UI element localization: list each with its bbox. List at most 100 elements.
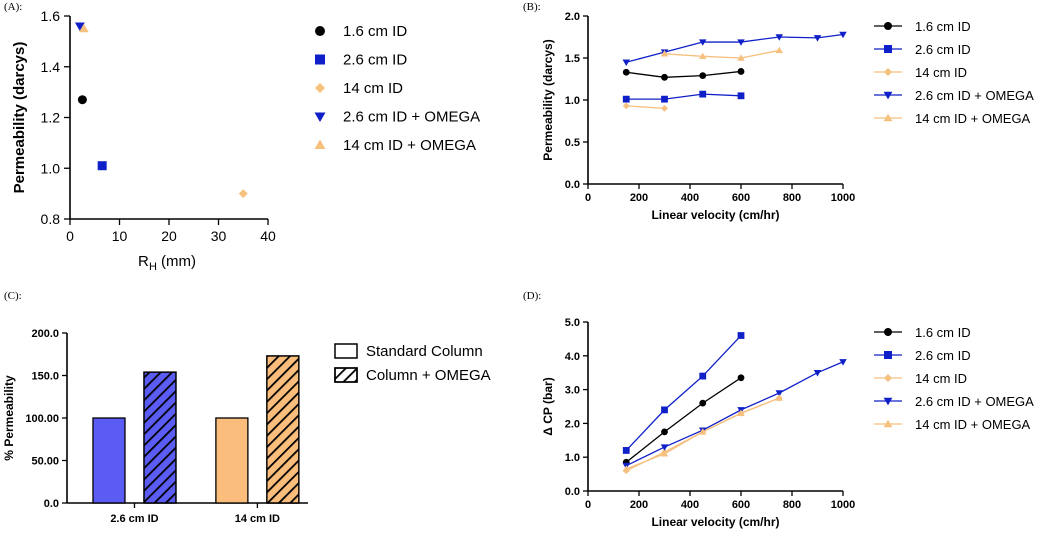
x-tick-label: 0: [585, 499, 591, 511]
x-tick-label: 600: [732, 499, 750, 511]
x-tick-label: 800: [783, 499, 801, 511]
legend-marker: [884, 22, 892, 30]
x-tick-label: 40: [260, 228, 276, 244]
data-point: [77, 95, 87, 105]
legend-entry: 2.6 cm ID: [915, 42, 971, 57]
y-tick-label: 1.0: [565, 452, 580, 464]
data-point: [699, 39, 707, 46]
legend-entry: 2.6 cm ID + OMEGA: [915, 394, 1034, 409]
data-point: [737, 54, 745, 61]
data-point: [699, 399, 707, 407]
y-tick-label: 1.0: [41, 160, 61, 176]
data-point: [660, 450, 669, 457]
data-point: [661, 73, 668, 81]
data-point: [622, 447, 630, 454]
data-point: [622, 68, 630, 76]
y-tick-label: 1.2: [41, 110, 61, 126]
y-tick-label: 50.00: [31, 456, 59, 468]
x-tick-label: 400: [681, 499, 699, 511]
legend-entry: 2.6 cm ID: [343, 52, 407, 69]
legend-marker: [314, 112, 326, 122]
data-point: [737, 332, 745, 339]
x-tick-label: 1000: [831, 192, 855, 204]
legend-marker: [883, 419, 893, 428]
legend-marker: [315, 54, 325, 65]
data-point: [622, 95, 630, 103]
x-tick-label: 200: [630, 192, 648, 204]
x-tick-label: 1000: [831, 499, 855, 511]
y-axis-title: Permeability (darcys): [541, 39, 555, 160]
data-point: [97, 161, 107, 171]
y-tick-label: 3.0: [565, 385, 580, 397]
legend-entry: Standard Column: [366, 343, 483, 360]
legend-marker: [315, 26, 325, 36]
data-point: [622, 59, 630, 66]
series-line: [664, 49, 780, 59]
legend-entry: 1.6 cm ID: [343, 23, 407, 40]
y-tick-label: 0.5: [565, 137, 580, 149]
x-tick-label: 14 cm ID: [235, 513, 280, 525]
series-line: [626, 105, 665, 110]
data-point: [839, 359, 847, 366]
data-point: [660, 50, 669, 57]
data-point: [775, 34, 783, 41]
legend-marker: [884, 328, 892, 336]
data-point: [661, 406, 668, 414]
data-point: [661, 105, 668, 112]
series-line: [625, 361, 844, 467]
series-line: [625, 335, 742, 451]
x-tick-label: 0: [66, 228, 74, 244]
legend-marker: [314, 139, 326, 149]
data-point: [737, 39, 745, 46]
x-tick-label: 2.6 cm ID: [110, 513, 158, 525]
y-tick-label: 0.0: [565, 179, 580, 191]
legend-entry: 1.6 cm ID: [915, 325, 971, 340]
panel-label-c: (C):: [4, 290, 22, 302]
data-point: [699, 428, 707, 435]
x-axis-title: R: [138, 253, 149, 270]
x-axis-title-unit: (mm): [161, 253, 196, 270]
bar-hatch: [143, 371, 177, 504]
y-axis-title: Permeability (darcys): [11, 42, 28, 194]
legend-swatch-hatch: [334, 367, 358, 383]
data-point: [78, 23, 89, 33]
data-point: [839, 31, 847, 39]
legend-marker: [884, 351, 892, 359]
x-tick-label: 200: [630, 499, 648, 511]
y-tick-label: 1.0: [565, 95, 580, 107]
x-tick-label: 30: [211, 228, 227, 244]
legend-entry: 2.6 cm ID + OMEGA: [915, 88, 1034, 103]
legend-marker: [883, 397, 893, 406]
x-tick-label: 600: [732, 192, 750, 204]
data-point: [737, 409, 745, 416]
legend-entry: 14 cm ID + OMEGA: [915, 111, 1031, 126]
data-point: [660, 444, 669, 451]
legend-entry: 14 cm ID: [343, 80, 403, 97]
legend-marker: [315, 83, 325, 93]
y-tick-label: 5.0: [565, 317, 580, 329]
bar: [92, 417, 126, 504]
data-point: [699, 72, 707, 80]
data-point: [661, 95, 668, 103]
data-point: [737, 374, 745, 382]
data-point: [622, 465, 630, 472]
legend-entry: 14 cm ID + OMEGA: [915, 417, 1031, 432]
x-axis-title: Linear velocity (cm/hr): [651, 515, 779, 529]
y-axis-title: Δ CP (bar): [541, 377, 555, 435]
x-axis-title: Linear velocity (cm/hr): [651, 208, 779, 222]
x-tick-label: 0: [585, 192, 591, 204]
bar: [215, 417, 249, 504]
x-tick-label: 20: [161, 228, 177, 244]
x-tick-label: 10: [112, 228, 128, 244]
y-tick-label: 0.0: [44, 498, 59, 510]
legend-entry: 14 cm ID + OMEGA: [343, 137, 476, 154]
bar-hatch: [266, 355, 300, 504]
x-axis-title-subscript: H: [149, 261, 157, 273]
data-point: [622, 102, 630, 110]
series-line: [626, 93, 742, 100]
data-point: [737, 68, 745, 75]
y-tick-label: 1.5: [565, 53, 580, 65]
series-line: [626, 70, 742, 78]
data-point: [813, 35, 822, 42]
